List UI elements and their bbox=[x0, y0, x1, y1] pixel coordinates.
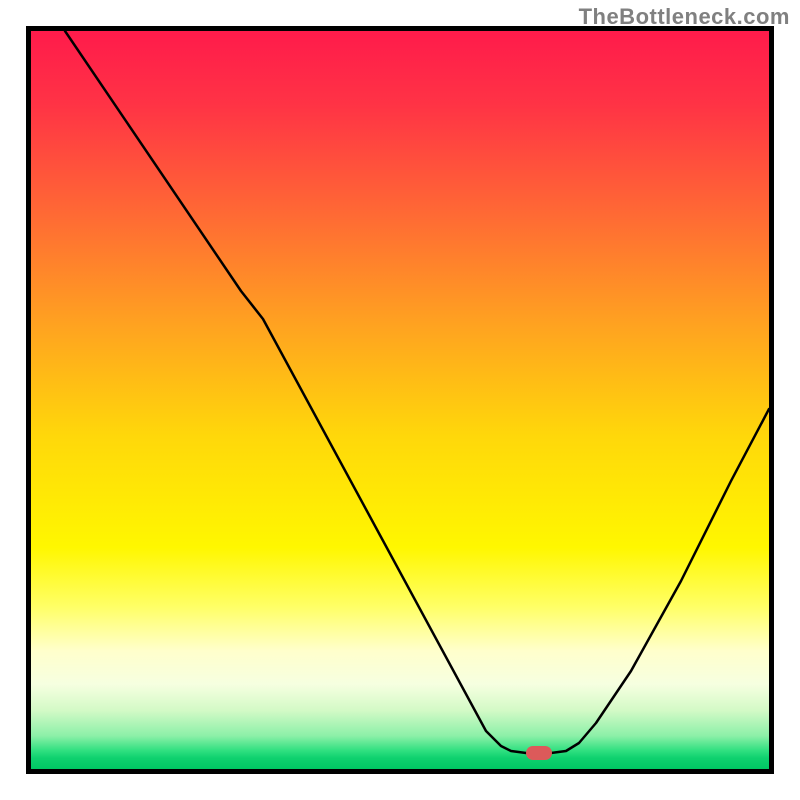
plot-area bbox=[26, 26, 774, 774]
figure-root: TheBottleneck.com bbox=[0, 0, 800, 800]
plot-border bbox=[26, 26, 774, 774]
